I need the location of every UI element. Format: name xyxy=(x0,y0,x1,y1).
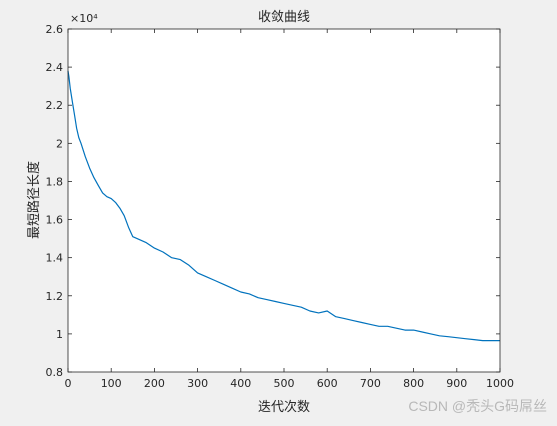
y-tick-label: 0.8 xyxy=(46,366,64,379)
y-tick-label: 2 xyxy=(56,137,63,150)
y-tick-label: 1 xyxy=(56,328,63,341)
y-axis-exponent-label: ×10⁴ xyxy=(70,12,98,25)
convergence-line xyxy=(67,70,500,342)
x-tick-label: 0 xyxy=(65,377,72,390)
y-tick-label: 1.2 xyxy=(46,290,64,303)
y-tick-label: 1.4 xyxy=(46,252,64,265)
x-tick-label: 800 xyxy=(403,377,424,390)
y-tick-label: 2.2 xyxy=(46,99,64,112)
y-tick-label: 2.6 xyxy=(46,23,64,36)
x-tick-label: 500 xyxy=(274,377,295,390)
x-tick-label: 300 xyxy=(187,377,208,390)
x-tick-label: 200 xyxy=(144,377,165,390)
x-tick-label: 1000 xyxy=(486,377,514,390)
x-tick-label: 700 xyxy=(360,377,381,390)
y-tick-label: 1.8 xyxy=(46,175,64,188)
plot-area xyxy=(68,29,500,372)
y-tick-label: 2.4 xyxy=(46,61,64,74)
chart-title: 收敛曲线 xyxy=(258,9,310,25)
y-axis-label: 最短路径长度 xyxy=(26,161,42,239)
x-tick-label: 600 xyxy=(317,377,338,390)
x-tick-label: 400 xyxy=(230,377,251,390)
x-tick-label: 900 xyxy=(446,377,467,390)
x-axis-label: 迭代次数 xyxy=(258,399,310,415)
y-tick-label: 1.6 xyxy=(46,214,64,227)
plot-frame xyxy=(67,28,501,373)
x-tick-label: 100 xyxy=(101,377,122,390)
watermark-text: CSDN @秃头G码屌丝 xyxy=(408,398,547,414)
